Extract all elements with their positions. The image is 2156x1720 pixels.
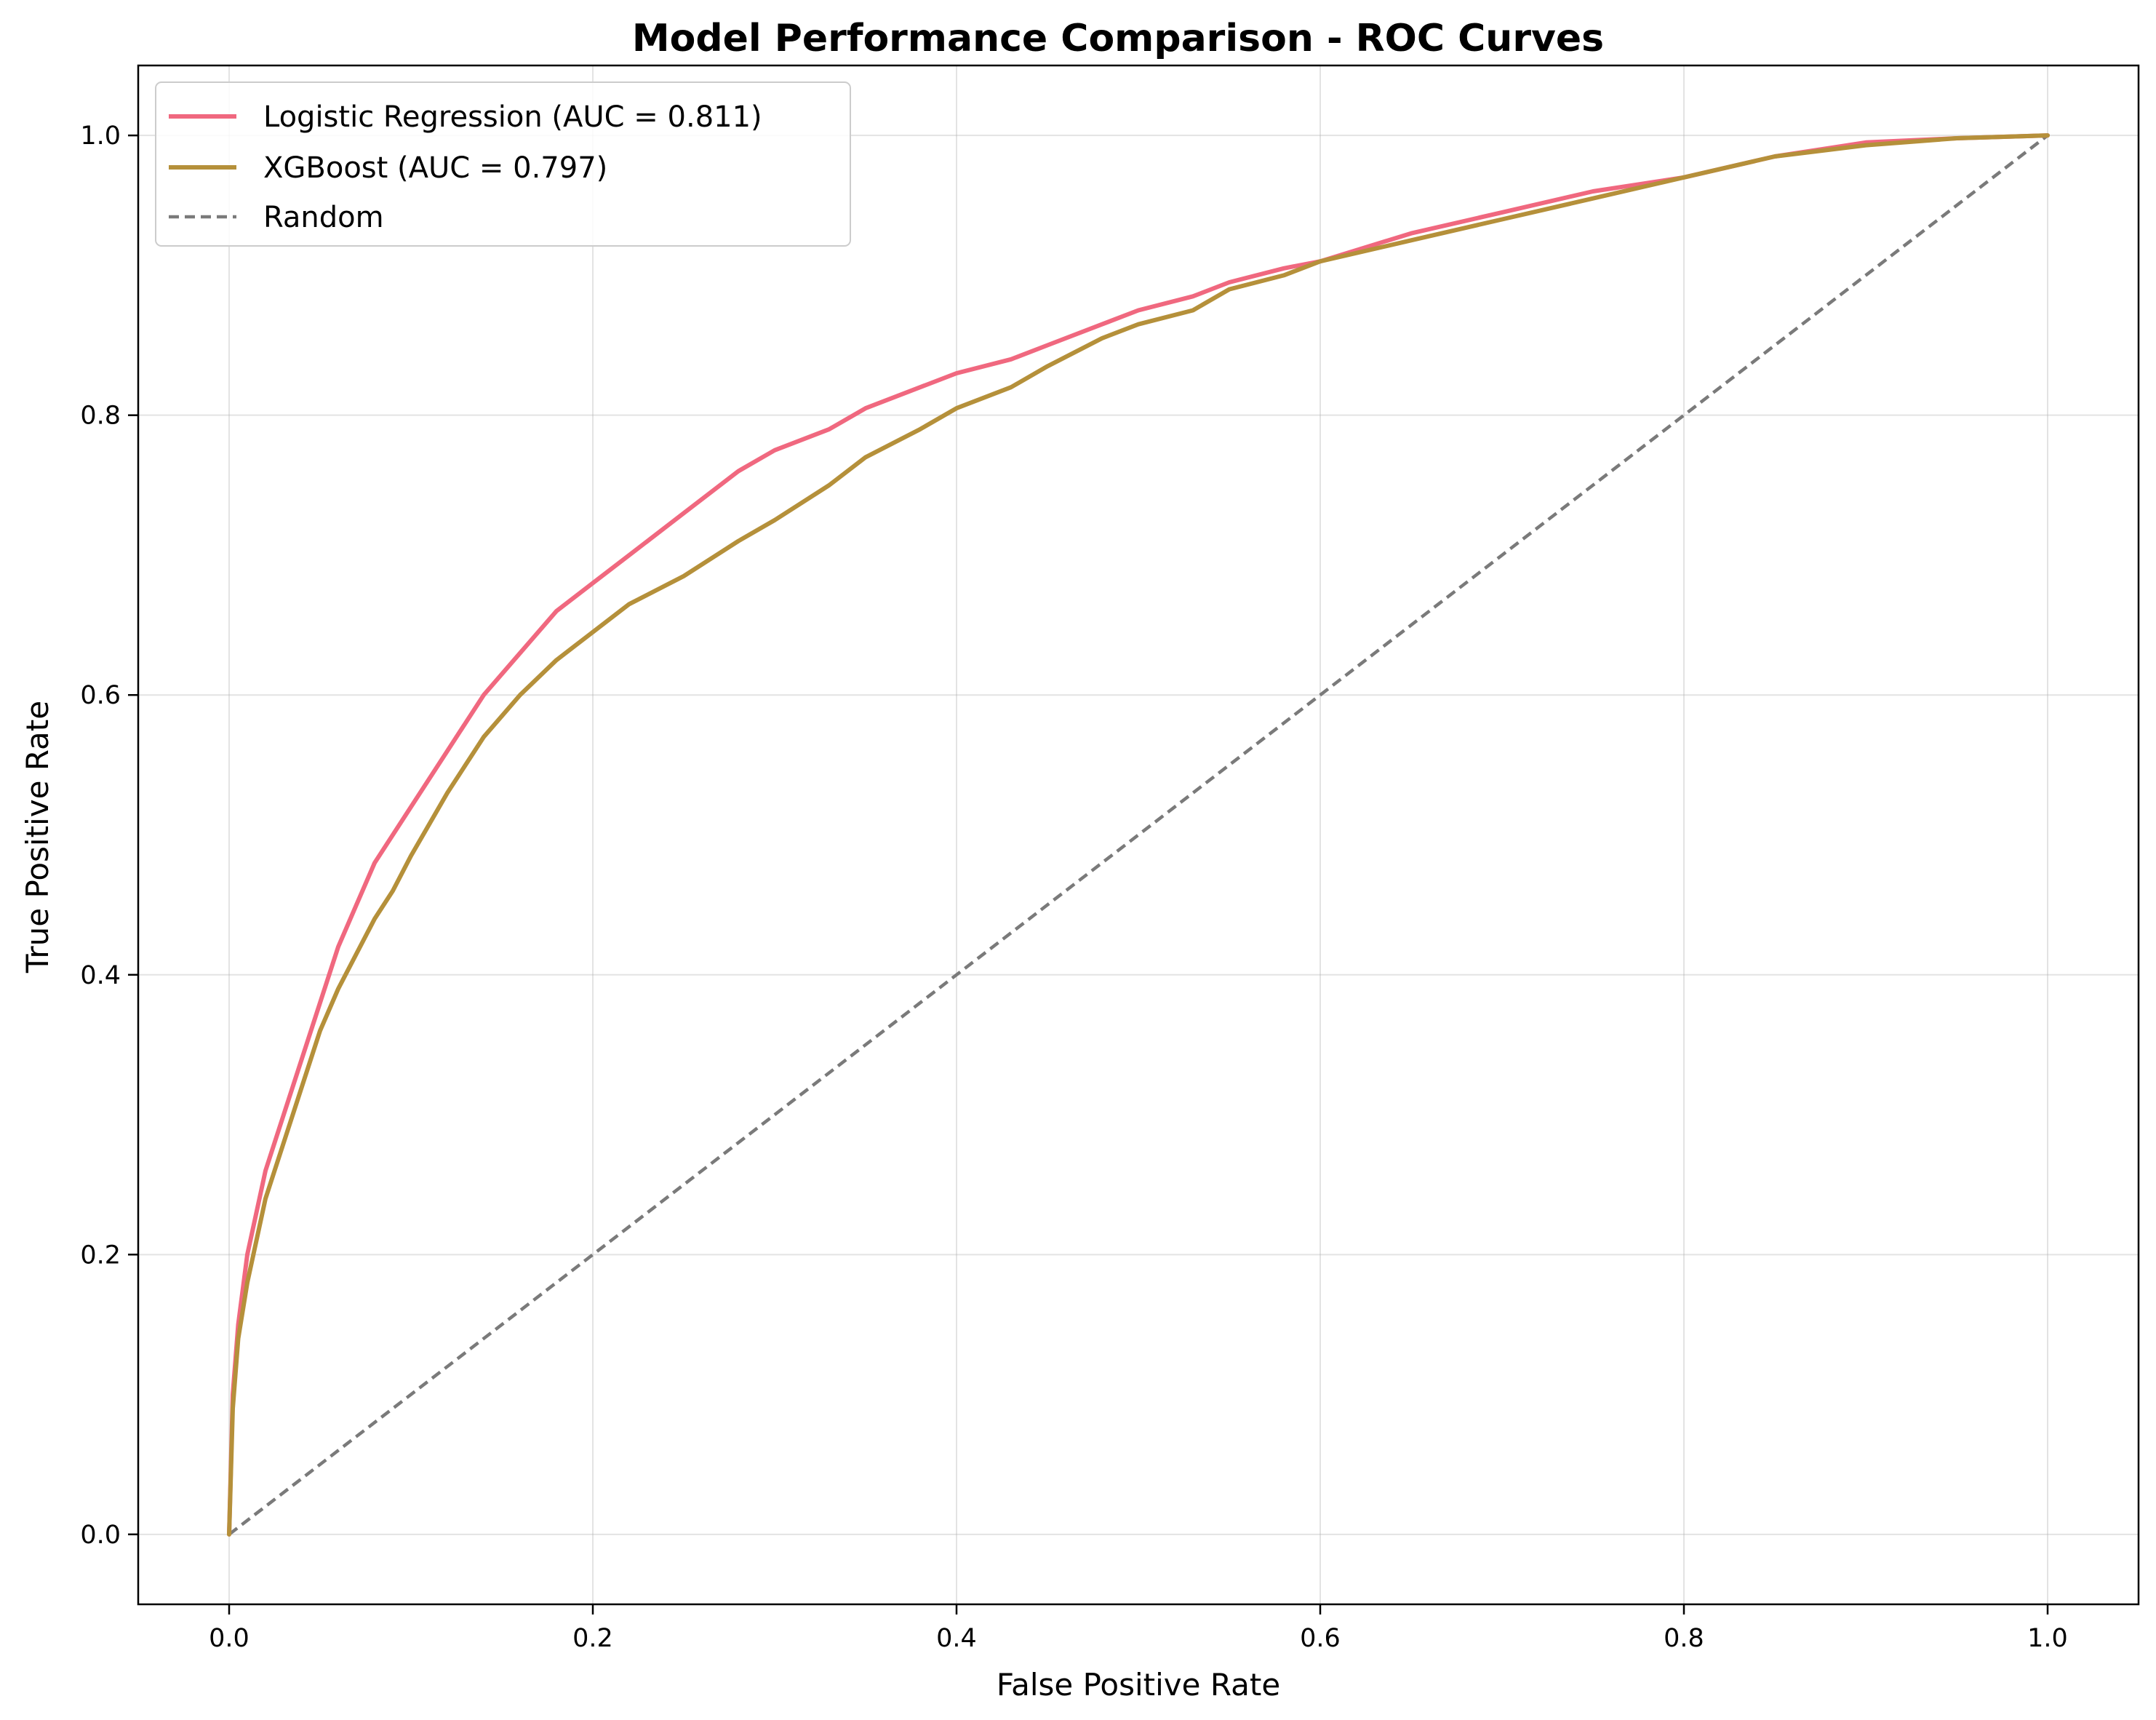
y-tick-label: 0.4 <box>80 961 121 990</box>
y-tick-label: 0.6 <box>80 681 121 710</box>
y-tick-label: 0.0 <box>80 1521 121 1550</box>
x-tick-label: 0.0 <box>209 1624 249 1653</box>
x-tick-label: 1.0 <box>2027 1624 2068 1653</box>
legend-label-xgboost: XGBoost (AUC = 0.797) <box>263 151 607 185</box>
legend-label-random: Random <box>263 201 384 234</box>
series-line-random <box>228 134 2049 1536</box>
series-layer <box>227 133 2050 1537</box>
x-tick-label: 0.8 <box>1664 1624 1704 1653</box>
y-axis-label: True Positive Rate <box>20 701 55 974</box>
legend-label-logistic-regression: Logistic Regression (AUC = 0.811) <box>263 100 762 134</box>
x-tick-label: 0.4 <box>936 1624 977 1653</box>
y-axis-ticks: 0.0 0.2 0.4 0.6 0.8 1.0 <box>80 122 138 1550</box>
plot-area <box>137 64 2140 1606</box>
series-line-logistic-regression <box>227 133 2050 1537</box>
legend-box <box>155 81 851 247</box>
series-line-xgboost <box>227 133 2050 1537</box>
y-tick-label: 0.2 <box>80 1241 121 1270</box>
x-tick-label: 0.6 <box>1300 1624 1341 1653</box>
y-tick-label: 0.8 <box>80 402 121 431</box>
chart-title: Model Performance Comparison - ROC Curve… <box>632 17 1604 60</box>
legend: Logistic Regression (AUC = 0.811) XGBoos… <box>155 81 851 247</box>
x-tick-label: 0.2 <box>572 1624 613 1653</box>
x-axis-label: False Positive Rate <box>997 1667 1280 1703</box>
y-tick-label: 1.0 <box>80 122 121 151</box>
x-axis-ticks: 0.0 0.2 0.4 0.6 0.8 1.0 <box>209 1604 2068 1653</box>
